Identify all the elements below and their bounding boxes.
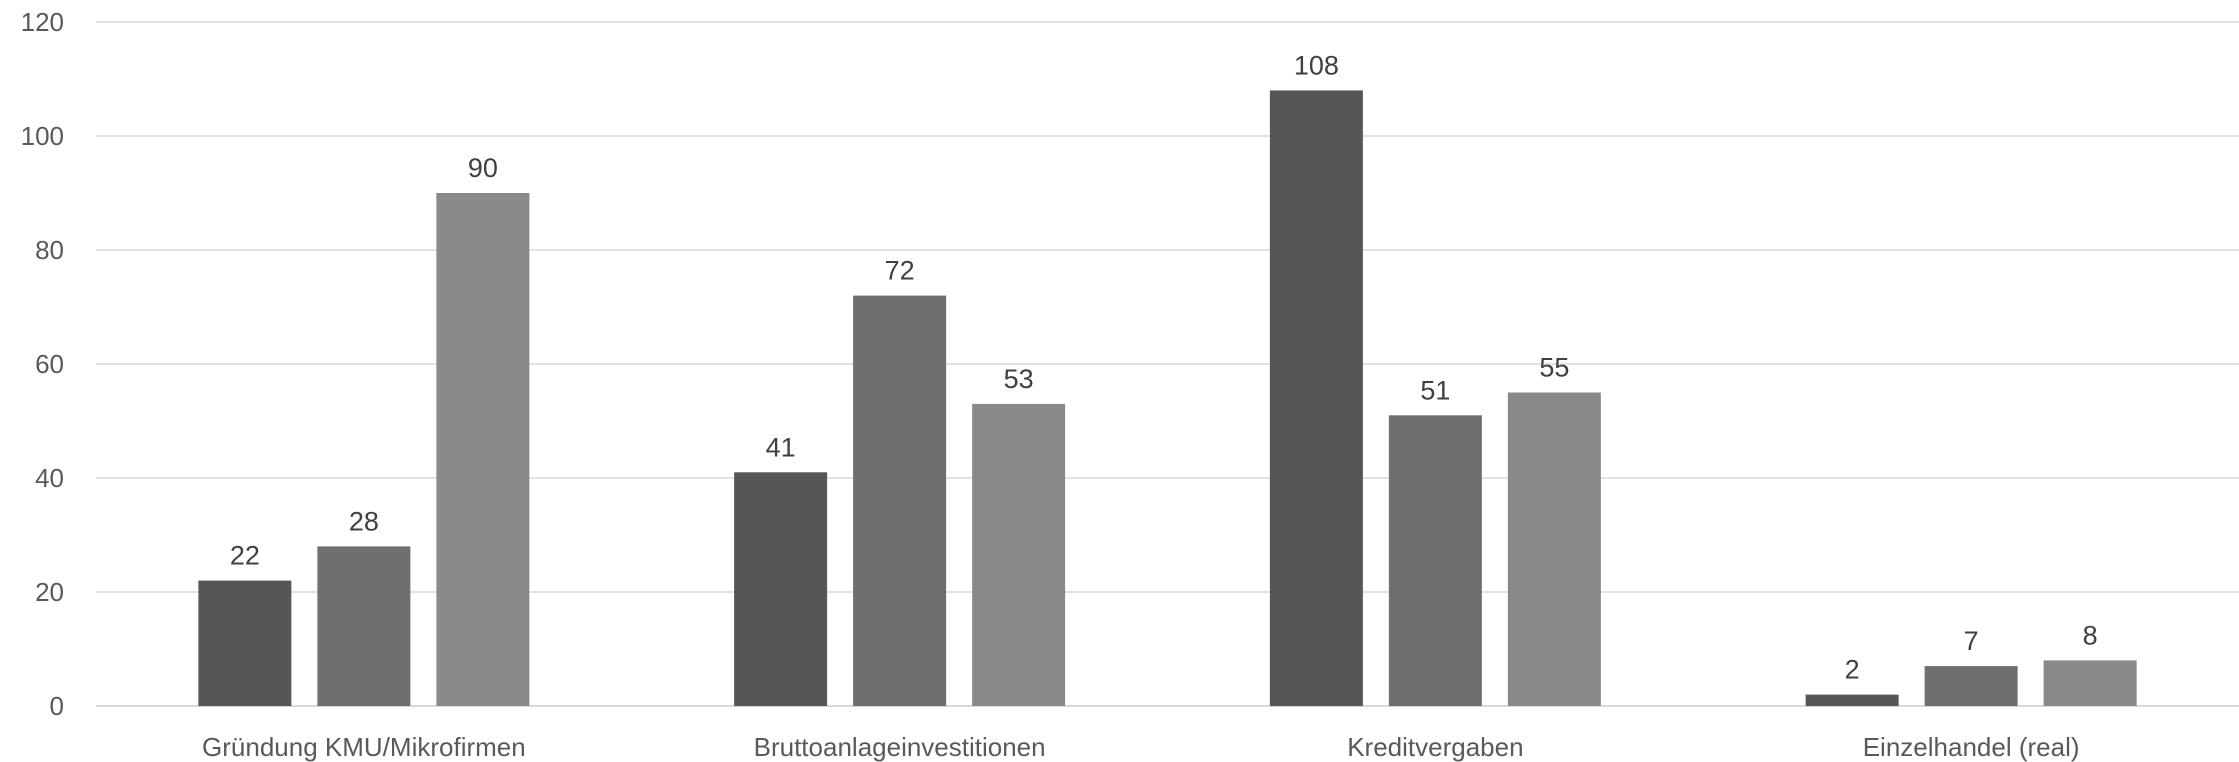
data-label: 72	[885, 256, 915, 286]
data-label: 28	[349, 506, 379, 536]
data-label: 7	[1964, 626, 1979, 656]
bar	[1805, 694, 1899, 706]
y-tick-label: 120	[21, 7, 64, 37]
data-label: 8	[2083, 620, 2098, 650]
category-label: Kreditvergaben	[1347, 732, 1523, 762]
data-label: 41	[766, 432, 796, 462]
bar	[317, 546, 411, 706]
bar	[734, 472, 828, 706]
y-tick-label: 80	[35, 235, 64, 265]
category-label: Einzelhandel (real)	[1863, 732, 2080, 762]
data-label: 53	[1004, 364, 1034, 394]
bars	[198, 90, 2137, 706]
data-label: 51	[1420, 375, 1450, 405]
bar	[1388, 415, 1482, 706]
data-labels: 22 28 90 41 72 53 108 51 55 2 7 8	[230, 50, 2098, 684]
data-label: 22	[230, 541, 260, 571]
bar	[436, 193, 530, 706]
y-tick-label: 40	[35, 463, 64, 493]
bar	[853, 295, 947, 706]
category-label: Gründung KMU/Mikrofirmen	[202, 732, 526, 762]
data-label: 2	[1845, 655, 1860, 685]
bar	[1269, 90, 1363, 706]
y-tick-label: 60	[35, 349, 64, 379]
bar	[1507, 392, 1601, 706]
data-label: 108	[1294, 50, 1339, 80]
data-label: 55	[1539, 353, 1569, 383]
y-tick-label: 20	[35, 577, 64, 607]
y-tick-label: 0	[50, 691, 64, 721]
category-labels: Gründung KMU/Mikrofirmen Bruttoanlageinve…	[202, 732, 2079, 762]
y-axis-tick-labels: 0 20 40 60 80 100 120	[21, 7, 64, 721]
data-label: 90	[468, 153, 498, 183]
bar	[198, 580, 292, 706]
category-label: Bruttoanlageinvestitionen	[754, 732, 1046, 762]
y-tick-label: 100	[21, 121, 64, 151]
bar	[972, 403, 1066, 706]
gridlines	[96, 21, 2239, 707]
bar	[2043, 660, 2137, 706]
bar	[1924, 666, 2018, 706]
